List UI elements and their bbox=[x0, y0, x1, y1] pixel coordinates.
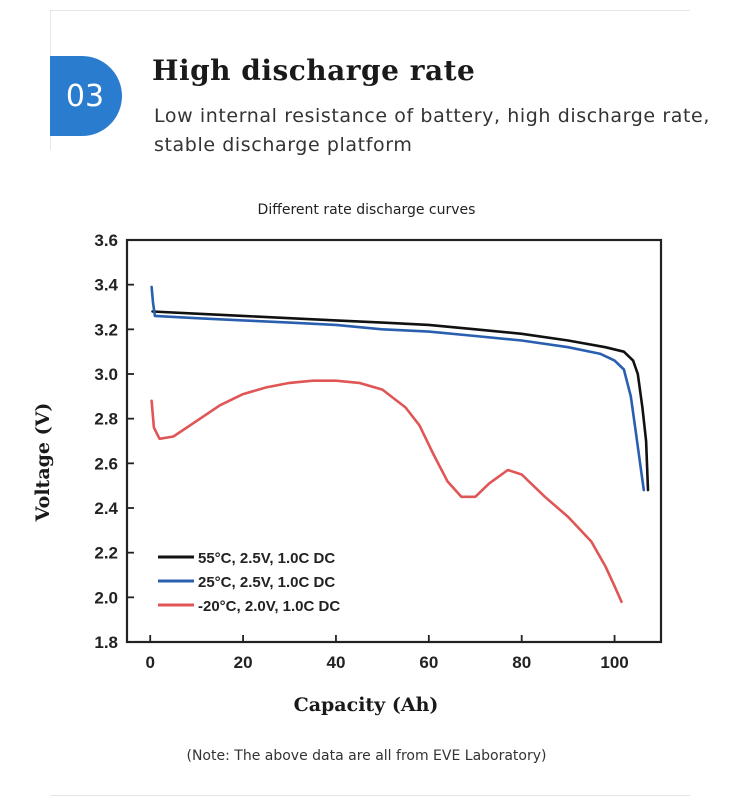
legend-label-1: 55°C, 2.5V, 1.0C DC bbox=[198, 550, 335, 567]
series-line-1 bbox=[151, 310, 650, 492]
x-tick-label: 0 bbox=[145, 653, 154, 672]
x-tick-label: 100 bbox=[600, 653, 628, 672]
plot-frame bbox=[125, 238, 663, 644]
x-axis-label: Capacity (Ah) bbox=[294, 694, 439, 716]
y-tick-label: 3.0 bbox=[94, 365, 118, 384]
x-tick-label: 40 bbox=[326, 653, 345, 672]
data-source-note: (Note: The above data are all from EVE L… bbox=[186, 748, 547, 764]
legend-label-2: 25°C, 2.5V, 1.0C DC bbox=[198, 574, 335, 591]
x-tick-label: 80 bbox=[512, 653, 531, 672]
y-tick-label: 2.2 bbox=[94, 544, 118, 563]
section-title: High discharge rate bbox=[152, 54, 476, 87]
series-line-3 bbox=[150, 379, 623, 604]
y-tick-label: 2.4 bbox=[94, 499, 118, 518]
y-tick-label: 2.6 bbox=[94, 454, 118, 473]
frame-bottom-line bbox=[50, 795, 690, 796]
section-number: 03 bbox=[65, 78, 105, 114]
chart-title: Different rate discharge curves bbox=[257, 202, 476, 218]
y-tick-label: 3.2 bbox=[94, 320, 118, 339]
series-line-2 bbox=[150, 285, 646, 492]
section-number-badge: 03 bbox=[50, 56, 122, 136]
section-description: Low internal resistance of battery, high… bbox=[154, 105, 710, 156]
y-tick-label: 3.6 bbox=[94, 231, 118, 250]
y-tick-label: 2.0 bbox=[94, 588, 118, 607]
legend-label-3: -20°C, 2.0V, 1.0C DC bbox=[198, 598, 340, 615]
y-axis-label: Voltage (V) bbox=[32, 403, 54, 523]
y-tick-label: 2.8 bbox=[94, 410, 118, 429]
frame-top-line bbox=[50, 10, 690, 11]
y-tick-label: 1.8 bbox=[94, 633, 118, 652]
x-tick-label: 20 bbox=[234, 653, 253, 672]
y-tick-label: 3.4 bbox=[94, 276, 118, 295]
x-tick-label: 60 bbox=[419, 653, 438, 672]
